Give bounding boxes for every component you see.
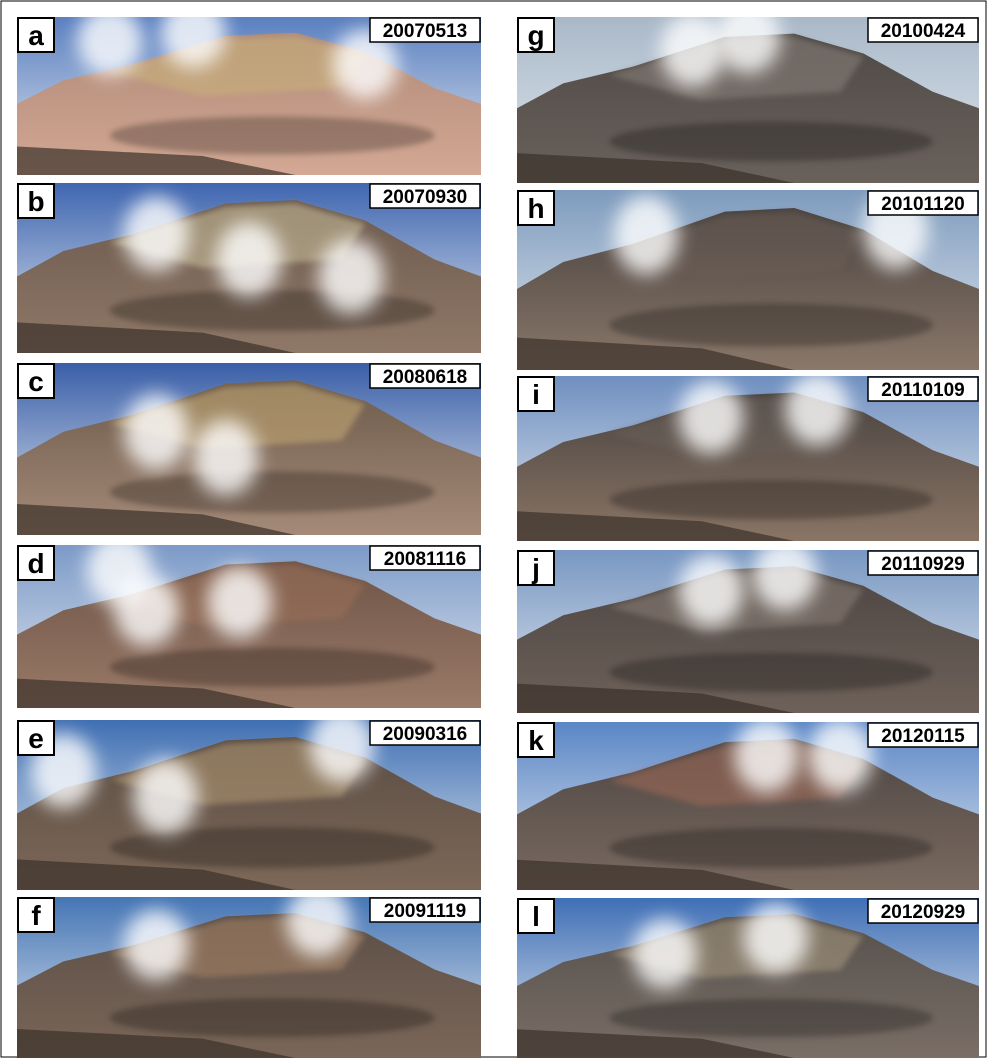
photo [17, 363, 481, 535]
plume [614, 195, 679, 274]
panel-date: 20110109 [881, 380, 965, 401]
plume [309, 708, 374, 783]
plume [660, 14, 725, 87]
photo-panel: g 20100424 [517, 0, 979, 183]
panel-date: 20120929 [881, 902, 966, 923]
photo-panel: k 20120115 [517, 719, 979, 890]
panel-date: 20070930 [383, 187, 468, 208]
plume [753, 539, 818, 611]
panel-letter: d [27, 548, 44, 579]
crater-floor [110, 827, 435, 868]
photo-panel: b 20070930 [17, 183, 481, 353]
crater-floor [110, 471, 435, 512]
panel-date: 20100424 [881, 21, 966, 42]
panel-letter: b [27, 186, 44, 217]
plume [193, 420, 258, 496]
crater-floor [609, 122, 932, 162]
photo-panel: i 20110109 [517, 373, 979, 541]
photo-panel: j 20110929 [517, 539, 979, 713]
plume [124, 394, 189, 470]
panel-letter: k [528, 725, 544, 756]
panel-date: 20081116 [384, 549, 466, 570]
panel-date: 20090316 [383, 724, 468, 745]
panel-date: 20080618 [383, 367, 468, 388]
panel-letter: j [531, 553, 540, 584]
plume [87, 534, 152, 606]
panel-letter: e [28, 723, 44, 754]
plume [785, 373, 850, 446]
plume [319, 239, 384, 314]
crater-floor [609, 303, 932, 346]
crater-floor [110, 648, 435, 687]
panel-date: 20120115 [881, 726, 965, 747]
crater-floor [609, 828, 932, 868]
panel-letter: g [527, 20, 544, 51]
panel-date: 20070513 [383, 21, 468, 42]
photo-panel: l 20120929 [517, 898, 979, 1058]
figure: a 20070513 b 20070930 c 20080618 d 20081116 e 200… [0, 0, 987, 1058]
plume [633, 919, 698, 989]
plume [679, 555, 744, 627]
crater-floor [609, 653, 932, 692]
panel-letter: c [28, 366, 44, 397]
panel-letter: h [527, 193, 544, 224]
panel-letter: l [532, 901, 540, 932]
panel-date: 20091119 [384, 901, 466, 922]
photo-panel: f 20091119 [17, 886, 481, 1058]
plume [124, 910, 189, 981]
photo-panel: d 20081116 [17, 534, 481, 708]
photo-panel: a 20070513 [17, 0, 481, 175]
crater-floor [609, 480, 932, 520]
plume [124, 197, 189, 272]
panel-letter: a [28, 20, 44, 51]
plume [716, 0, 781, 73]
plume [161, 0, 226, 68]
crater-floor [110, 290, 435, 331]
crater-floor [609, 999, 932, 1037]
plume [77, 6, 142, 76]
plume [207, 566, 272, 638]
plume [133, 759, 198, 834]
panel-date: 20101120 [881, 194, 965, 215]
photo-panel: e 20090316 [17, 708, 481, 890]
photo-panel: c 20080618 [17, 363, 481, 535]
panel-letter: f [31, 900, 41, 931]
photo-panel: h 20101120 [517, 190, 979, 370]
plume [743, 903, 808, 973]
crater-floor [110, 998, 435, 1037]
panel-date: 20110929 [881, 554, 965, 575]
plume [217, 222, 282, 297]
plume [679, 381, 744, 454]
panel-letter: i [532, 379, 540, 410]
plume [734, 719, 799, 793]
crater-floor [110, 117, 435, 155]
photo [517, 190, 979, 370]
plume [808, 719, 873, 793]
plume [286, 886, 351, 957]
